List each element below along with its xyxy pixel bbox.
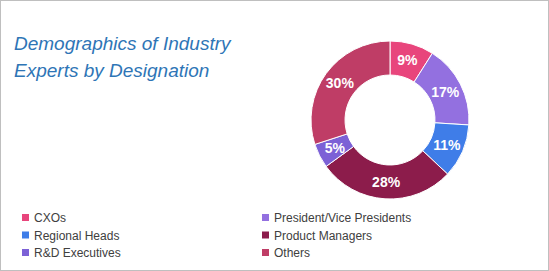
legend-swatch xyxy=(262,249,269,256)
chart: Demographics of IndustryExperts by Desig… xyxy=(0,0,549,271)
legend-label: R&D Executives xyxy=(34,246,121,260)
data-label: 9% xyxy=(397,52,418,68)
title: Demographics of IndustryExperts by Desig… xyxy=(14,33,232,81)
data-label: 11% xyxy=(433,137,461,153)
frame xyxy=(1,1,549,271)
data-label: 30% xyxy=(326,75,355,91)
legend-swatch xyxy=(22,232,29,239)
data-labels: 9% 17% 11% 28% 5% 30% xyxy=(325,52,461,189)
legend-label: Others xyxy=(274,246,310,260)
legend-label: President/Vice Presidents xyxy=(274,211,411,225)
legend-label: Regional Heads xyxy=(34,229,119,243)
data-label: 28% xyxy=(372,174,401,190)
data-label: 17% xyxy=(431,84,460,100)
legend-item: Others xyxy=(262,246,310,260)
donut xyxy=(311,41,469,199)
slices xyxy=(311,41,469,199)
legend-swatch xyxy=(262,232,269,239)
legend-item: Product Managers xyxy=(262,229,372,243)
legend-item: CXOs xyxy=(22,211,66,225)
slice xyxy=(414,53,469,125)
legend-item: R&D Executives xyxy=(22,246,121,260)
legend: CXOs President/Vice Presidents Regional He… xyxy=(22,211,411,260)
slice xyxy=(311,41,390,144)
legend-item: President/Vice Presidents xyxy=(262,211,411,225)
legend-item: Regional Heads xyxy=(22,229,119,243)
legend-swatch xyxy=(262,214,269,221)
data-label: 5% xyxy=(325,140,346,156)
legend-label: Product Managers xyxy=(274,229,372,243)
legend-swatch xyxy=(22,214,29,221)
legend-label: CXOs xyxy=(34,211,66,225)
legend-swatch xyxy=(22,249,29,256)
